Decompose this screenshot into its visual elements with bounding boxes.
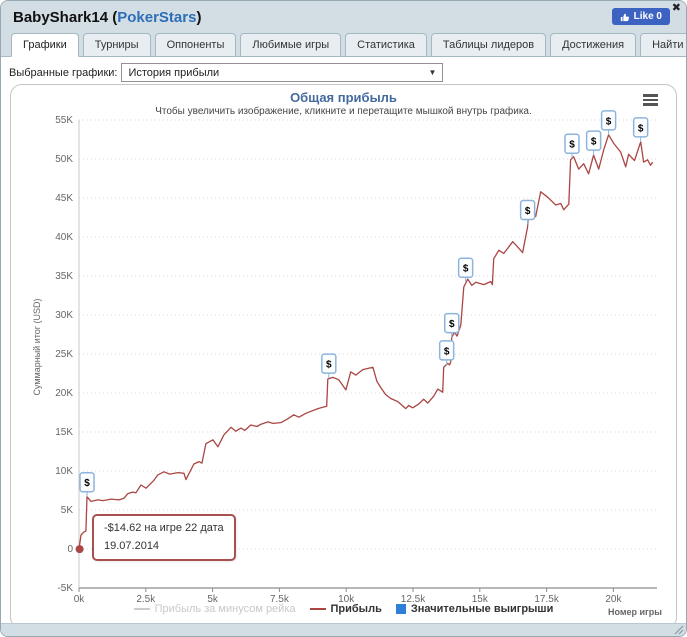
legend-item-big-wins[interactable]: Значительные выигрыши [395,603,553,615]
legend-item-rake[interactable]: Прибыль за минусом рейка [133,603,296,615]
tab-favorite-games[interactable]: Любимые игры [240,33,342,57]
profit-line [78,134,654,550]
win-flag-marker[interactable] [519,199,536,221]
tab-bar: Графики Турниры Оппоненты Любимые игры С… [11,33,686,57]
tab-leaderboards[interactable]: Таблицы лидеров [430,33,547,57]
chart-panel: Общая прибыль Чтобы увеличить изображени… [10,84,677,629]
x-axis-label: 10k [338,594,355,605]
dropdown-arrow-icon: ▼ [428,68,437,77]
x-axis-label: 0k [74,594,86,605]
tooltip-line1: -$14.62 на игре 22 дата [104,522,224,534]
page-title: BabyShark14 (PokerStars) [13,9,202,26]
y-axis-label: 25K [55,349,73,360]
win-flag-symbol: $ [444,346,450,357]
close-icon[interactable]: ✖ [671,2,681,14]
win-flag-symbol: $ [449,319,455,330]
site-link[interactable]: PokerStars [117,9,197,26]
window-header: BabyShark14 (PokerStars) Like 0 ✖ График… [1,1,686,57]
win-flag-symbol: $ [591,137,597,148]
graph-selector-row: Выбранные графики: История прибыли ▼ [1,57,686,83]
y-axis-label: 5K [61,505,74,516]
win-flag-symbol: $ [326,360,332,371]
win-flag-symbol: $ [463,264,469,275]
player-name: BabyShark14 [13,9,109,26]
chart-title: Общая прибыль [290,90,397,105]
x-axis-label: 7.5k [270,594,290,605]
facebook-like-button[interactable]: Like 0 [611,8,670,25]
x-axis-label: 2.5k [136,594,156,605]
chart-menu-icon[interactable] [643,94,658,108]
win-flag-symbol: $ [638,123,644,134]
graph-type-select[interactable]: История прибыли ▼ [121,63,444,82]
y-axis-label: 30K [55,310,73,321]
red-line-swatch [309,608,326,610]
x-axis-title: Номер игры [607,607,662,617]
legend-item-profit[interactable]: Прибыль [309,603,382,615]
window-footer [1,623,686,636]
blue-square-swatch [395,604,406,614]
win-flag-marker[interactable] [457,257,474,278]
win-flag-marker[interactable] [600,110,617,131]
win-flag-marker[interactable] [438,340,455,361]
tab-statistics[interactable]: Статистика [345,33,427,57]
win-flag-marker[interactable] [585,130,602,151]
chart-tooltip: -$14.62 на игре 22 дата 19.07.2014 [92,514,236,562]
win-flag-symbol: $ [84,478,90,489]
resize-grip-icon[interactable] [674,625,684,635]
profit-chart[interactable]: -5K 0 5K 10K 15K 20K 25K 30K 35K 40K 45K 50K 55K 0k 2.… [11,85,676,628]
y-axis-label: -5K [57,583,73,594]
y-axis-label: 0 [67,544,73,555]
win-flag-marker[interactable] [79,471,95,493]
tab-opponents[interactable]: Оппоненты [154,33,237,57]
y-axis-label: 50K [55,154,73,165]
y-axis-label: 55K [55,115,73,126]
thumb-up-icon [620,13,629,21]
y-axis-label: 10K [55,466,73,477]
win-flag-symbol: $ [606,116,612,127]
tab-graphs[interactable]: Графики [11,33,79,57]
tab-search[interactable]: Найти [640,33,686,57]
win-flag-symbol: $ [525,206,531,217]
win-flag-marker[interactable] [321,353,337,374]
gray-line-swatch [133,608,150,610]
y-axis-label: 15K [55,427,73,438]
tooltip-line2: 19.07.2014 [104,539,160,552]
y-axis-label: 35K [55,271,73,282]
tab-achievements[interactable]: Достижения [550,33,637,57]
graph-selector-label: Выбранные графики: [9,66,118,79]
x-axis-label: 15k [472,594,489,605]
win-flag-marker[interactable] [632,117,649,138]
graph-type-value: История прибыли [128,66,220,79]
chart-legend: Прибыль за минусом рейка Прибыль Значите… [11,603,676,615]
start-point-marker[interactable] [75,545,84,554]
win-flag-symbol: $ [569,140,575,151]
x-axis-label: 5k [207,594,219,605]
y-axis-label: 20K [55,388,73,399]
x-axis-label: 17.5k [534,594,559,605]
x-axis-label: 12.5k [401,594,426,605]
y-axis-label: 45K [55,193,73,204]
win-flag-marker[interactable] [443,312,460,334]
tab-tournaments[interactable]: Турниры [82,33,151,57]
win-flag-marker[interactable] [564,133,580,154]
chart-subtitle: Чтобы увеличить изображение, кликните и … [155,106,532,117]
y-axis-label: 40K [55,232,73,243]
x-axis-label: 20k [605,594,622,605]
